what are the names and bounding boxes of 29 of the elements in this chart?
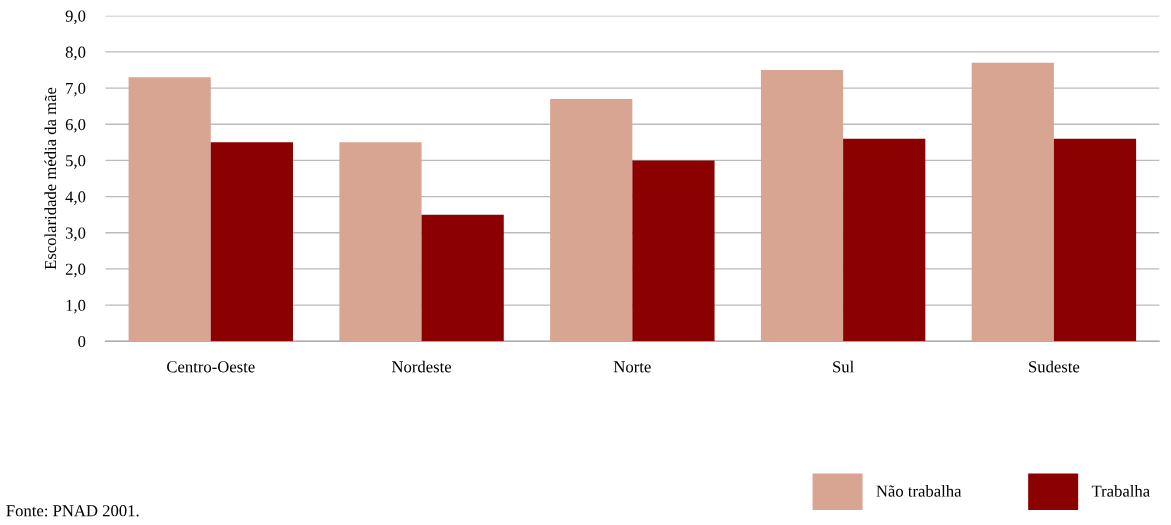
x-tick-label: Sudeste [1029, 360, 1080, 373]
bar [632, 160, 715, 342]
bar [550, 98, 633, 342]
bar [971, 62, 1054, 342]
y-tick-label: 6,0 [65, 118, 86, 133]
y-tick-label: 1,0 [66, 299, 86, 314]
x-tick-label: Norte [613, 361, 651, 373]
y-tick-label: 8,0 [65, 46, 86, 61]
x-tick-label: Sul [833, 360, 854, 373]
y-tick-label: 0 [78, 335, 86, 348]
y-tick-label: 4,0 [65, 191, 86, 205]
x-tick-label: Nordeste [391, 360, 452, 373]
bar [210, 142, 293, 342]
y-tick-label: 7,0 [66, 82, 86, 97]
y-axis-title: Escolaridade média da mãe [44, 87, 57, 270]
bar [843, 138, 926, 342]
bar [421, 214, 504, 342]
x-tick-label: Centro-Oeste [167, 361, 255, 373]
bar [128, 77, 211, 342]
y-tick-label: 9,0 [65, 10, 86, 25]
legend-label: Trabalha [1091, 485, 1150, 497]
y-tick-label: 2,0 [65, 263, 86, 278]
legend-label: Não trabalha [876, 485, 962, 497]
y-tick-label: 3,0 [65, 227, 86, 242]
bar [1053, 138, 1137, 342]
bar [339, 142, 422, 342]
y-tick-label: 5,0 [66, 155, 86, 169]
bar [760, 70, 844, 342]
source-note: Fonte: PNAD 2001. [6, 505, 139, 517]
